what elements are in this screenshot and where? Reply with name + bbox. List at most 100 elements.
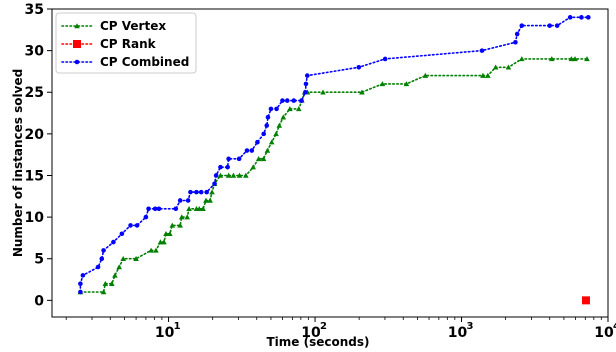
y-tick-label: 5 <box>34 252 44 268</box>
data-point <box>243 172 249 178</box>
data-point <box>567 15 573 20</box>
data-point <box>167 230 173 236</box>
x-tick-exponent: 2 <box>320 321 327 332</box>
data-point <box>264 147 271 153</box>
data-point <box>225 164 230 170</box>
data-point <box>100 289 107 295</box>
data-point <box>554 23 560 28</box>
data-point <box>236 172 243 178</box>
data-point <box>255 139 260 145</box>
data-point <box>382 56 388 62</box>
data-point <box>568 56 575 62</box>
data-point <box>173 206 179 212</box>
data-point <box>119 231 125 237</box>
data-point <box>485 72 491 78</box>
data-point <box>146 206 151 212</box>
data-point <box>163 230 169 236</box>
data-point <box>513 39 518 45</box>
data-point <box>379 81 386 87</box>
data-point <box>133 255 139 261</box>
data-point <box>303 81 309 87</box>
data-point <box>152 206 158 212</box>
data-point <box>169 222 176 228</box>
data-point <box>572 56 578 62</box>
data-point <box>80 273 86 278</box>
data-point <box>287 106 293 112</box>
data-point <box>225 172 232 178</box>
data-point <box>250 164 256 170</box>
data-point <box>280 114 287 120</box>
data-point <box>260 156 267 162</box>
x-axis-label: Time (seconds) <box>266 335 369 349</box>
data-point <box>586 15 591 20</box>
data-point <box>178 214 185 220</box>
data-point <box>217 172 224 178</box>
data-point <box>295 106 302 112</box>
legend-marker <box>74 59 80 65</box>
data-point <box>505 64 512 70</box>
data-point <box>128 223 133 228</box>
data-point <box>249 148 255 153</box>
data-point <box>212 181 217 187</box>
data-point <box>320 89 326 95</box>
data-point <box>584 56 590 62</box>
data-point <box>230 172 237 178</box>
data-point <box>304 73 310 78</box>
data-point <box>161 239 167 245</box>
data-point <box>207 197 213 203</box>
plot-area <box>51 8 609 318</box>
data-point <box>264 123 270 128</box>
y-tick-label: 0 <box>34 293 44 309</box>
series-cp-vertex <box>77 56 590 295</box>
data-point <box>356 64 362 70</box>
series-cp-rank <box>581 296 590 305</box>
data-point <box>116 264 122 270</box>
data-point <box>177 198 183 203</box>
data-point <box>102 280 109 286</box>
data-point <box>547 23 552 28</box>
series-layer <box>77 15 591 305</box>
legend-item: CP Vertex <box>61 19 166 33</box>
data-point <box>479 48 485 53</box>
data-point <box>299 98 304 103</box>
y-tick-label: 25 <box>25 85 44 101</box>
data-point <box>134 223 140 228</box>
data-point <box>156 206 162 212</box>
data-point <box>261 131 266 137</box>
data-point <box>276 122 283 128</box>
data-point <box>255 156 262 162</box>
data-point <box>236 156 242 162</box>
data-point <box>213 173 219 178</box>
data-point <box>177 222 183 228</box>
data-point <box>284 98 290 103</box>
data-point <box>492 64 499 70</box>
x-tick-exponent: 1 <box>174 321 181 332</box>
data-point <box>514 31 520 37</box>
data-point <box>403 81 410 87</box>
data-point <box>581 296 590 305</box>
data-point <box>480 72 486 78</box>
y-tick-label: 10 <box>25 210 45 226</box>
x-tick-exponent: 3 <box>467 321 474 332</box>
x-tick-label: 10 <box>301 325 321 341</box>
data-point <box>109 280 115 286</box>
data-point <box>194 189 199 195</box>
data-point <box>274 106 279 112</box>
x-tick-label: 10 <box>448 325 468 341</box>
data-point <box>186 205 192 212</box>
legend-item: CP Rank <box>61 37 157 51</box>
data-point <box>359 89 365 95</box>
data-point <box>226 156 231 162</box>
data-point <box>204 189 209 195</box>
data-point <box>198 189 204 195</box>
data-point <box>303 89 308 95</box>
data-point <box>218 164 223 170</box>
data-point <box>268 139 275 145</box>
data-point <box>184 214 190 220</box>
data-point <box>148 247 154 253</box>
data-point <box>244 148 250 153</box>
x-tick-label: 10 <box>594 325 614 341</box>
data-point <box>78 281 83 287</box>
data-point <box>188 189 193 195</box>
data-point <box>78 289 83 295</box>
